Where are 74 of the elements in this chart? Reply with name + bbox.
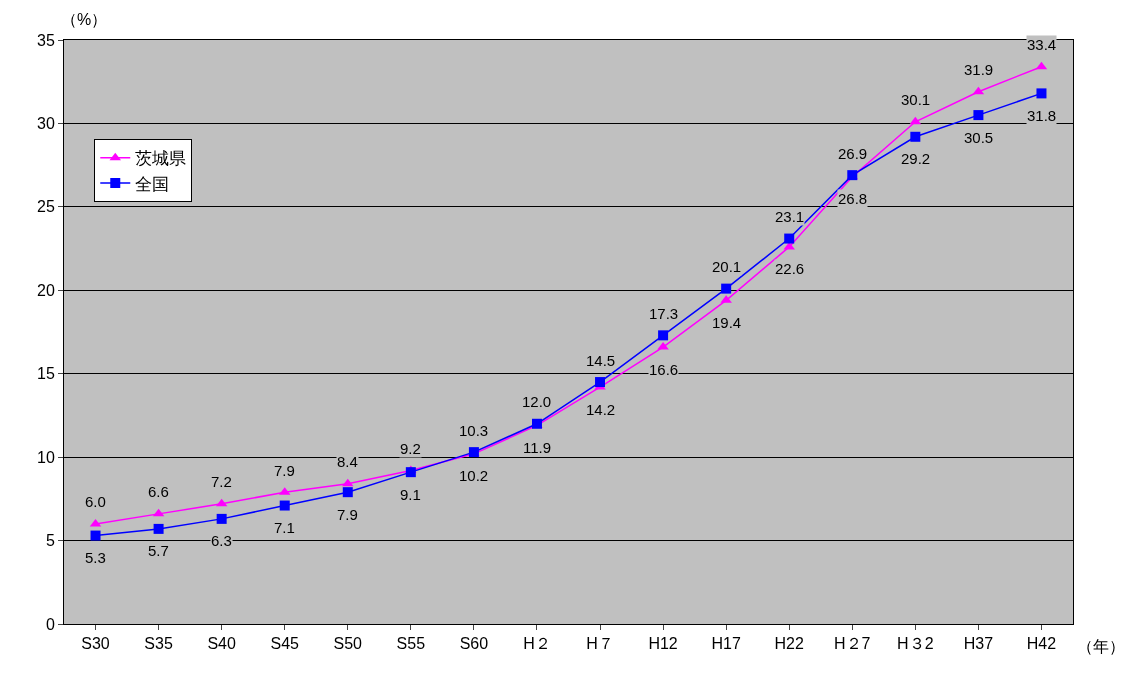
x-tick-label: H２	[523, 635, 551, 653]
data-label: 14.5	[586, 352, 616, 369]
point	[595, 377, 606, 388]
data-label: 30.5	[964, 129, 994, 146]
x-tick-label: H12	[648, 635, 678, 653]
point	[910, 131, 921, 142]
point	[342, 487, 353, 498]
x-tick-label: S60	[459, 635, 489, 653]
point	[153, 523, 164, 534]
data-label: 7.2	[211, 473, 232, 490]
data-label: 7.1	[274, 519, 295, 536]
point	[405, 467, 416, 478]
x-tick-label: H22	[774, 635, 804, 653]
data-label: 31.8	[1027, 107, 1057, 124]
data-label: 6.0	[85, 493, 106, 510]
legend-label: 全国	[135, 174, 170, 194]
point	[721, 283, 732, 294]
point	[784, 233, 795, 244]
x-tick-label: H37	[963, 635, 994, 653]
data-label: 17.3	[649, 305, 679, 322]
data-label: 5.7	[148, 542, 169, 559]
point	[658, 330, 669, 341]
data-label: 30.1	[901, 91, 931, 108]
data-label: 9.2	[400, 440, 421, 457]
y-tick-label: 30	[37, 115, 55, 133]
point	[216, 513, 227, 524]
x-tick-label: H17	[711, 635, 741, 653]
data-label: 9.1	[400, 486, 421, 503]
x-axis-title: （年）	[1077, 638, 1125, 655]
y-tick-label: 10	[37, 448, 55, 466]
point	[279, 500, 290, 511]
data-label: 26.8	[838, 190, 868, 207]
data-label: 16.6	[649, 361, 679, 378]
data-label: 20.1	[712, 258, 742, 275]
point	[1036, 88, 1047, 99]
x-tick-label: S30	[81, 635, 110, 653]
data-label: 29.2	[901, 150, 931, 167]
x-tick-label: H42	[1026, 635, 1057, 653]
data-label: 6.3	[211, 532, 232, 549]
data-label: 22.6	[775, 260, 805, 277]
y-tick-label: 5	[45, 532, 55, 550]
x-tick-label: H３2	[897, 635, 934, 653]
data-label: 10.2	[459, 467, 489, 484]
data-label: 31.9	[964, 61, 994, 78]
data-label: 7.9	[274, 462, 295, 479]
y-tick-label: 20	[37, 281, 55, 299]
data-label: 6.6	[148, 483, 169, 500]
x-tick-label: H７	[586, 635, 614, 653]
y-tick-label: 25	[37, 198, 55, 216]
point	[342, 478, 354, 487]
data-label: 33.4	[1027, 36, 1057, 53]
y-tick-label: 15	[37, 365, 55, 383]
legend-label: 茨城県	[135, 149, 187, 169]
data-label: 10.3	[459, 422, 489, 439]
data-label: 19.4	[712, 314, 742, 331]
data-label: 11.9	[523, 439, 552, 456]
data-label: 8.4	[337, 453, 358, 470]
data-label: 14.2	[586, 401, 616, 418]
x-tick-label: H２7	[834, 635, 871, 653]
point	[90, 530, 101, 541]
x-tick-label: S55	[396, 635, 426, 653]
y-tick-label: 35	[37, 31, 55, 49]
x-tick-label: S35	[144, 635, 173, 653]
data-label: 23.1	[775, 208, 805, 225]
data-label: 12.0	[522, 393, 552, 410]
x-tick-label: S40	[207, 635, 236, 653]
x-tick-label: S50	[333, 635, 363, 653]
x-tick-label: S45	[270, 635, 300, 653]
y-tick-label: 0	[45, 615, 55, 633]
point	[973, 110, 984, 121]
data-label: 5.3	[85, 549, 106, 566]
data-label: 7.9	[337, 506, 358, 523]
y-axis-title: （%）	[61, 11, 108, 28]
data-label: 26.9	[838, 145, 868, 162]
